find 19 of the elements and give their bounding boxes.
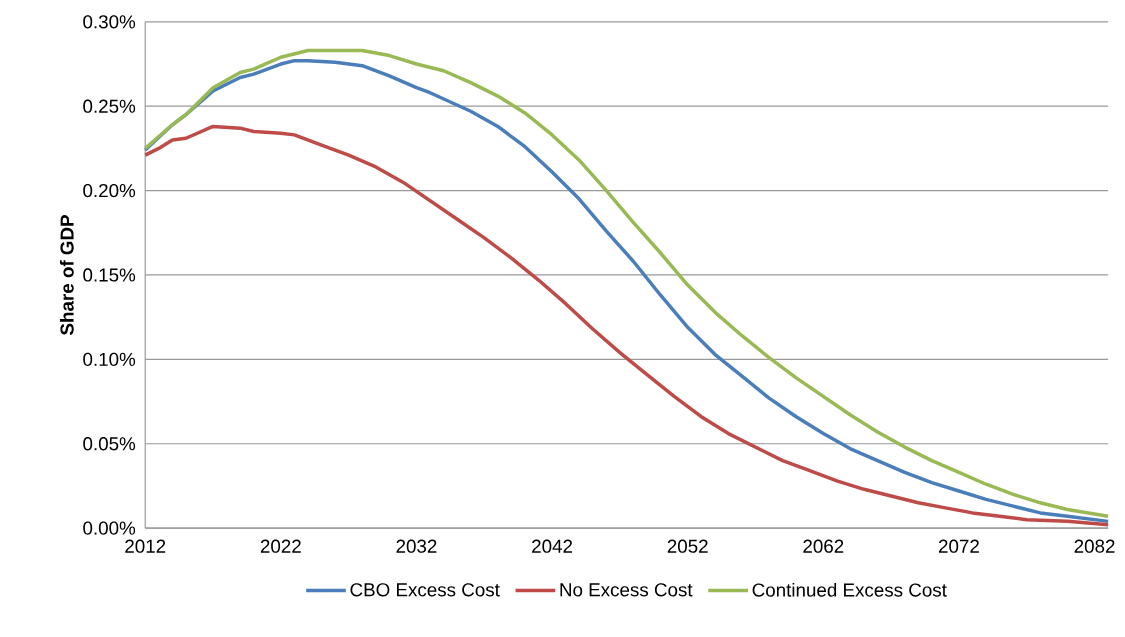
y-tick-label: 0.10% bbox=[83, 352, 136, 366]
y-tick-label: 0.15% bbox=[83, 268, 136, 282]
legend-label: Continued Excess Cost bbox=[752, 582, 947, 597]
legend-label: No Excess Cost bbox=[560, 582, 693, 597]
x-tick-label: 2052 bbox=[667, 539, 708, 553]
y-tick-label: 0.05% bbox=[83, 436, 136, 451]
x-tick-label: 2022 bbox=[260, 539, 301, 553]
y-axis-title: Share of GDP bbox=[59, 214, 74, 335]
y-tick-label: 0.25% bbox=[83, 99, 136, 113]
legend-label: CBO Excess Cost bbox=[350, 582, 500, 597]
y-tick-label: 0.20% bbox=[83, 183, 136, 198]
x-tick-label: 2062 bbox=[803, 539, 844, 553]
x-tick-label: 2072 bbox=[938, 539, 979, 553]
x-tick-label: 2012 bbox=[125, 539, 166, 553]
x-tick-label: 2032 bbox=[396, 539, 437, 553]
x-tick-label: 2082 bbox=[1074, 539, 1115, 553]
y-tick-label: 0.00% bbox=[83, 521, 136, 535]
y-tick-label: 0.30% bbox=[83, 15, 136, 29]
x-tick-label: 2042 bbox=[532, 539, 573, 553]
